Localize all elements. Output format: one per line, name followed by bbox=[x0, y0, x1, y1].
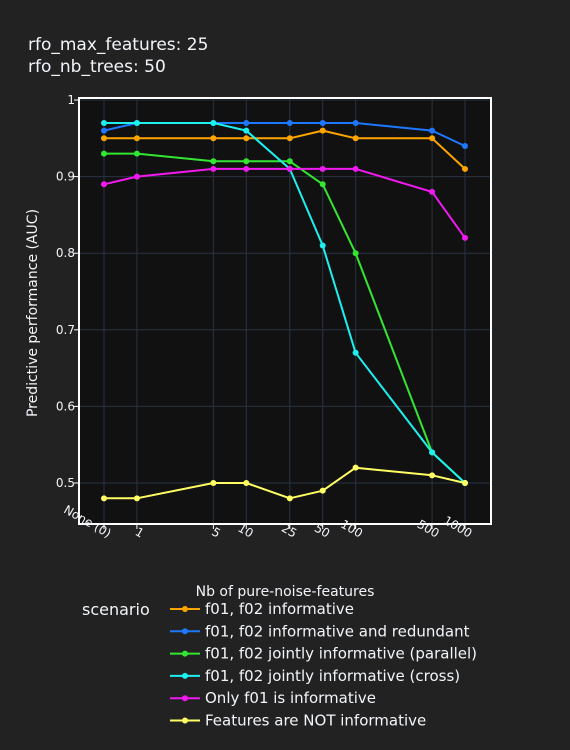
data-point bbox=[319, 165, 326, 172]
y-tick-label: 0.6 bbox=[56, 399, 75, 413]
data-point bbox=[101, 150, 107, 157]
y-tick-label: 1 bbox=[67, 93, 75, 107]
data-point bbox=[429, 472, 436, 479]
data-point bbox=[210, 119, 217, 126]
data-point bbox=[133, 119, 140, 126]
legend-item[interactable]: f01, f02 informative and redundant bbox=[170, 622, 470, 640]
data-point bbox=[133, 495, 140, 502]
data-point bbox=[352, 135, 359, 142]
x-tick-label: 25 bbox=[279, 521, 299, 541]
data-point bbox=[286, 165, 293, 172]
y-tick-label: 0.5 bbox=[56, 476, 75, 490]
data-point bbox=[286, 135, 293, 142]
x-tick-label: 5 bbox=[209, 525, 223, 541]
data-point bbox=[133, 150, 140, 157]
data-point bbox=[133, 173, 140, 180]
legend-label: f01, f02 informative bbox=[205, 600, 354, 618]
data-point bbox=[101, 127, 107, 134]
legend-label: f01, f02 jointly informative (cross) bbox=[205, 667, 460, 685]
legend-swatch-marker bbox=[182, 672, 188, 679]
y-tick-label: 0.9 bbox=[56, 170, 75, 184]
data-point bbox=[462, 234, 468, 241]
data-point bbox=[243, 127, 250, 134]
data-point bbox=[243, 480, 250, 486]
data-point bbox=[352, 165, 359, 172]
header-nb-trees: rfo_nb_trees: 50 bbox=[28, 57, 166, 77]
legend-item[interactable]: Only f01 is informative bbox=[170, 689, 376, 707]
data-point bbox=[319, 181, 326, 188]
data-point bbox=[286, 119, 293, 126]
data-point bbox=[429, 188, 436, 195]
series-0 bbox=[101, 127, 468, 172]
data-point bbox=[243, 165, 250, 172]
data-point bbox=[352, 349, 359, 356]
x-tick-label: 1 bbox=[133, 525, 147, 541]
data-point bbox=[243, 119, 250, 126]
data-point bbox=[210, 158, 217, 165]
data-point bbox=[101, 181, 107, 188]
data-point bbox=[243, 135, 250, 142]
legend-swatch-marker bbox=[182, 695, 188, 702]
legend-swatch-marker bbox=[182, 650, 188, 657]
data-point bbox=[319, 127, 326, 134]
data-point bbox=[429, 449, 436, 456]
data-point bbox=[352, 119, 359, 126]
series-5 bbox=[101, 464, 468, 502]
data-point bbox=[210, 165, 217, 172]
data-point bbox=[243, 158, 250, 165]
data-point bbox=[319, 119, 326, 126]
x-axis-title: Nb of pure-noise-features bbox=[196, 584, 375, 600]
data-point bbox=[352, 250, 359, 257]
data-point bbox=[133, 135, 140, 142]
legend-title: scenario bbox=[82, 600, 150, 619]
legend-item[interactable]: f01, f02 jointly informative (cross) bbox=[170, 667, 460, 685]
legend-item[interactable]: Features are NOT informative bbox=[170, 712, 426, 730]
data-point bbox=[210, 135, 217, 142]
y-tick-label: 0.7 bbox=[56, 323, 75, 337]
data-point bbox=[319, 487, 326, 494]
legend-label: f01, f02 informative and redundant bbox=[205, 622, 470, 640]
plot-frame bbox=[78, 97, 492, 525]
data-point bbox=[101, 135, 107, 142]
data-point bbox=[429, 127, 436, 134]
data-point bbox=[319, 242, 326, 249]
data-point bbox=[462, 480, 468, 486]
data-point bbox=[210, 480, 217, 486]
header-max-features: rfo_max_features: 25 bbox=[28, 35, 209, 55]
data-point bbox=[101, 495, 107, 502]
x-tick-label: 50 bbox=[312, 521, 332, 541]
data-point bbox=[286, 158, 293, 165]
legend-item[interactable]: f01, f02 informative bbox=[170, 600, 354, 618]
series-4 bbox=[101, 165, 468, 241]
x-tick-label: 10 bbox=[236, 521, 256, 541]
data-point bbox=[462, 142, 468, 149]
legend-label: Only f01 is informative bbox=[205, 689, 376, 707]
data-point bbox=[286, 495, 293, 502]
data-point bbox=[101, 119, 107, 126]
legend-swatch-marker bbox=[182, 606, 188, 612]
data-point bbox=[429, 135, 436, 142]
y-axis-title: Predictive performance (AUC) bbox=[25, 209, 41, 417]
data-point bbox=[352, 464, 359, 471]
legend-label: Features are NOT informative bbox=[205, 712, 426, 730]
legend-label: f01, f02 jointly informative (parallel) bbox=[205, 645, 477, 663]
legend-swatch-marker bbox=[182, 628, 188, 635]
legend-swatch-marker bbox=[182, 717, 188, 724]
data-point bbox=[462, 165, 468, 172]
legend-item[interactable]: f01, f02 jointly informative (parallel) bbox=[170, 645, 477, 663]
y-tick-label: 0.8 bbox=[56, 246, 75, 260]
